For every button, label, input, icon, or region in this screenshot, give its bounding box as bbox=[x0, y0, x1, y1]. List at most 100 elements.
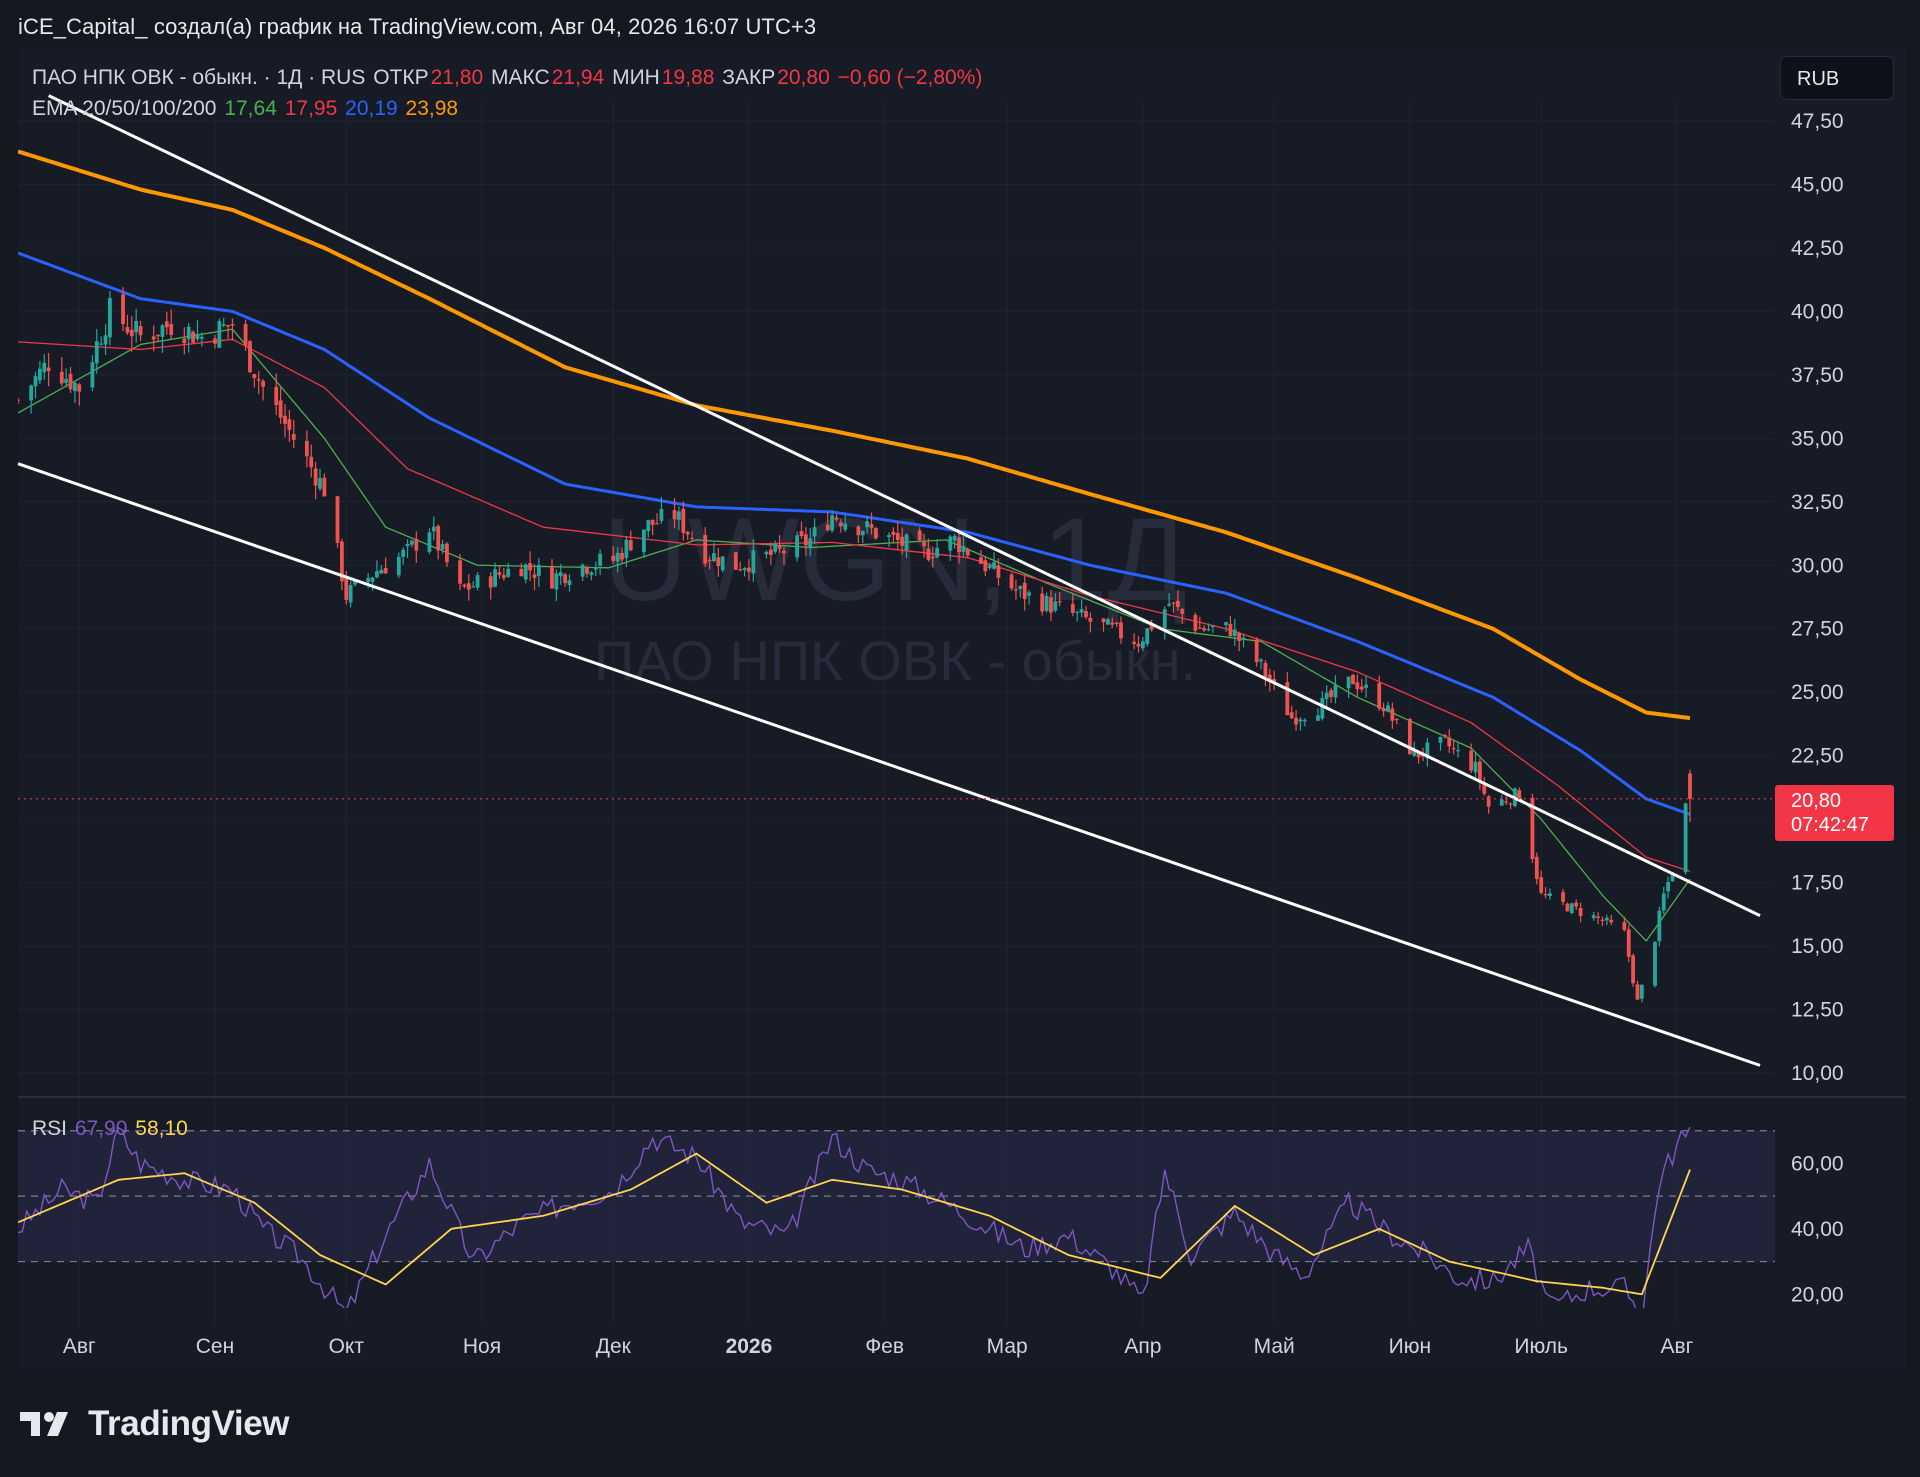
candle bbox=[445, 542, 449, 568]
rsi-panel bbox=[18, 1126, 1775, 1308]
time-tick-label: 2026 bbox=[726, 1335, 773, 1358]
candle bbox=[191, 330, 195, 343]
bar-countdown: 07:42:47 bbox=[1791, 813, 1869, 836]
candle-body bbox=[532, 574, 537, 578]
time-tick-label: Мар bbox=[987, 1335, 1028, 1358]
candle-body bbox=[348, 585, 353, 603]
candle bbox=[18, 397, 20, 405]
candle-body bbox=[716, 557, 721, 567]
candle bbox=[1631, 953, 1635, 987]
candle bbox=[1232, 618, 1237, 646]
trendline-upper[interactable] bbox=[47, 94, 1761, 917]
candle bbox=[1456, 742, 1460, 758]
candle-body bbox=[764, 551, 769, 555]
candle-body bbox=[335, 496, 340, 543]
candle bbox=[1053, 593, 1058, 613]
candle-body bbox=[768, 549, 773, 555]
candle bbox=[108, 290, 112, 346]
candle-body bbox=[1548, 893, 1552, 897]
candle bbox=[195, 320, 200, 342]
time-axis[interactable]: Авг Сен Окт Ноя Дек 2026 Фев Мар Апр Май Июн Июль Ав… bbox=[63, 1335, 1694, 1358]
candle-body bbox=[186, 326, 191, 340]
currency-button[interactable]: RUB bbox=[1780, 56, 1894, 100]
candle bbox=[1447, 729, 1452, 754]
candle bbox=[1416, 752, 1421, 764]
candle bbox=[1197, 616, 1202, 629]
candle bbox=[291, 419, 296, 448]
candle-body bbox=[690, 537, 694, 540]
candle-body bbox=[99, 343, 104, 345]
candle bbox=[256, 371, 261, 395]
candle bbox=[615, 547, 620, 573]
candle-body bbox=[1049, 597, 1053, 613]
candle-body bbox=[1543, 894, 1548, 896]
rsi-ma-line bbox=[18, 1152, 1691, 1296]
candle bbox=[37, 361, 42, 385]
candle bbox=[1425, 738, 1430, 767]
candle bbox=[401, 547, 406, 565]
candle bbox=[186, 323, 191, 353]
candle-body bbox=[782, 550, 786, 554]
candle-body bbox=[344, 578, 349, 600]
candle bbox=[677, 506, 681, 531]
candle-body bbox=[134, 320, 139, 333]
candle-body bbox=[519, 568, 524, 577]
candle bbox=[1132, 633, 1137, 650]
candle bbox=[926, 538, 931, 562]
candle bbox=[720, 556, 725, 573]
candle bbox=[1486, 795, 1491, 814]
price-chart[interactable]: UWGN, 1Д ПАО НПК ОВК - обыкн. 47,50 45,00… bbox=[0, 0, 1920, 1400]
tradingview-brand[interactable]: TradingView bbox=[20, 1402, 290, 1446]
candle bbox=[1359, 678, 1364, 693]
candle bbox=[1254, 637, 1259, 667]
candle bbox=[1079, 599, 1084, 618]
candle bbox=[440, 539, 445, 554]
candle-body bbox=[738, 569, 743, 571]
candle-body bbox=[1574, 902, 1579, 907]
candle bbox=[1504, 794, 1509, 806]
candle bbox=[405, 539, 410, 559]
ema-legend: EMA 20/50/100/200 17,64 17,95 20,19 23,9… bbox=[32, 97, 460, 121]
candle bbox=[922, 533, 926, 558]
rsi-axis[interactable]: 60,00 40,00 20,00 bbox=[1791, 1152, 1844, 1306]
candle-body bbox=[1412, 750, 1417, 756]
candle-body bbox=[1386, 705, 1390, 712]
candle-body bbox=[650, 519, 655, 525]
brand-name: TradingView bbox=[88, 1404, 290, 1443]
candle bbox=[1285, 672, 1290, 716]
candle bbox=[1329, 687, 1333, 704]
candle-body bbox=[1473, 761, 1478, 773]
trendlines[interactable] bbox=[17, 94, 1761, 1067]
candle-body bbox=[488, 576, 493, 588]
candle-body bbox=[720, 556, 725, 571]
candle bbox=[891, 527, 896, 544]
candle bbox=[1206, 623, 1211, 632]
candle bbox=[628, 530, 633, 552]
rsi-label[interactable]: RSI bbox=[32, 1117, 68, 1140]
candle bbox=[812, 518, 817, 545]
candle-body bbox=[624, 539, 629, 558]
candle-body bbox=[462, 584, 467, 587]
candle bbox=[1666, 876, 1671, 899]
ohlc-legend: ПАО НПК ОВК - обыкн. · 1Д · RUS ОТКР21,8… bbox=[32, 66, 984, 90]
candle bbox=[567, 574, 572, 592]
price-axis[interactable]: 47,50 45,00 42,50 40,00 37,50 35,00 32,50 30,00… bbox=[1791, 110, 1844, 1085]
candle-body bbox=[226, 325, 230, 327]
time-tick-label: Ноя bbox=[463, 1335, 501, 1358]
candle bbox=[1263, 660, 1268, 687]
candle-body bbox=[1569, 903, 1574, 913]
candle bbox=[948, 534, 953, 562]
candle bbox=[1009, 572, 1014, 591]
candle bbox=[1442, 733, 1447, 739]
instrument-name[interactable]: ПАО НПК ОВК - обыкн. · 1Д · RUS bbox=[32, 66, 366, 89]
price-tick-label: 25,00 bbox=[1791, 681, 1844, 704]
candle-body bbox=[1596, 916, 1600, 918]
candle-body bbox=[291, 433, 296, 440]
ema-label[interactable]: EMA 20/50/100/200 bbox=[32, 97, 217, 120]
trendline-lower[interactable] bbox=[17, 462, 1761, 1067]
candle-body bbox=[1351, 674, 1355, 685]
candle bbox=[646, 519, 651, 538]
candle bbox=[672, 498, 677, 529]
candle bbox=[506, 562, 511, 578]
candle bbox=[979, 549, 983, 564]
